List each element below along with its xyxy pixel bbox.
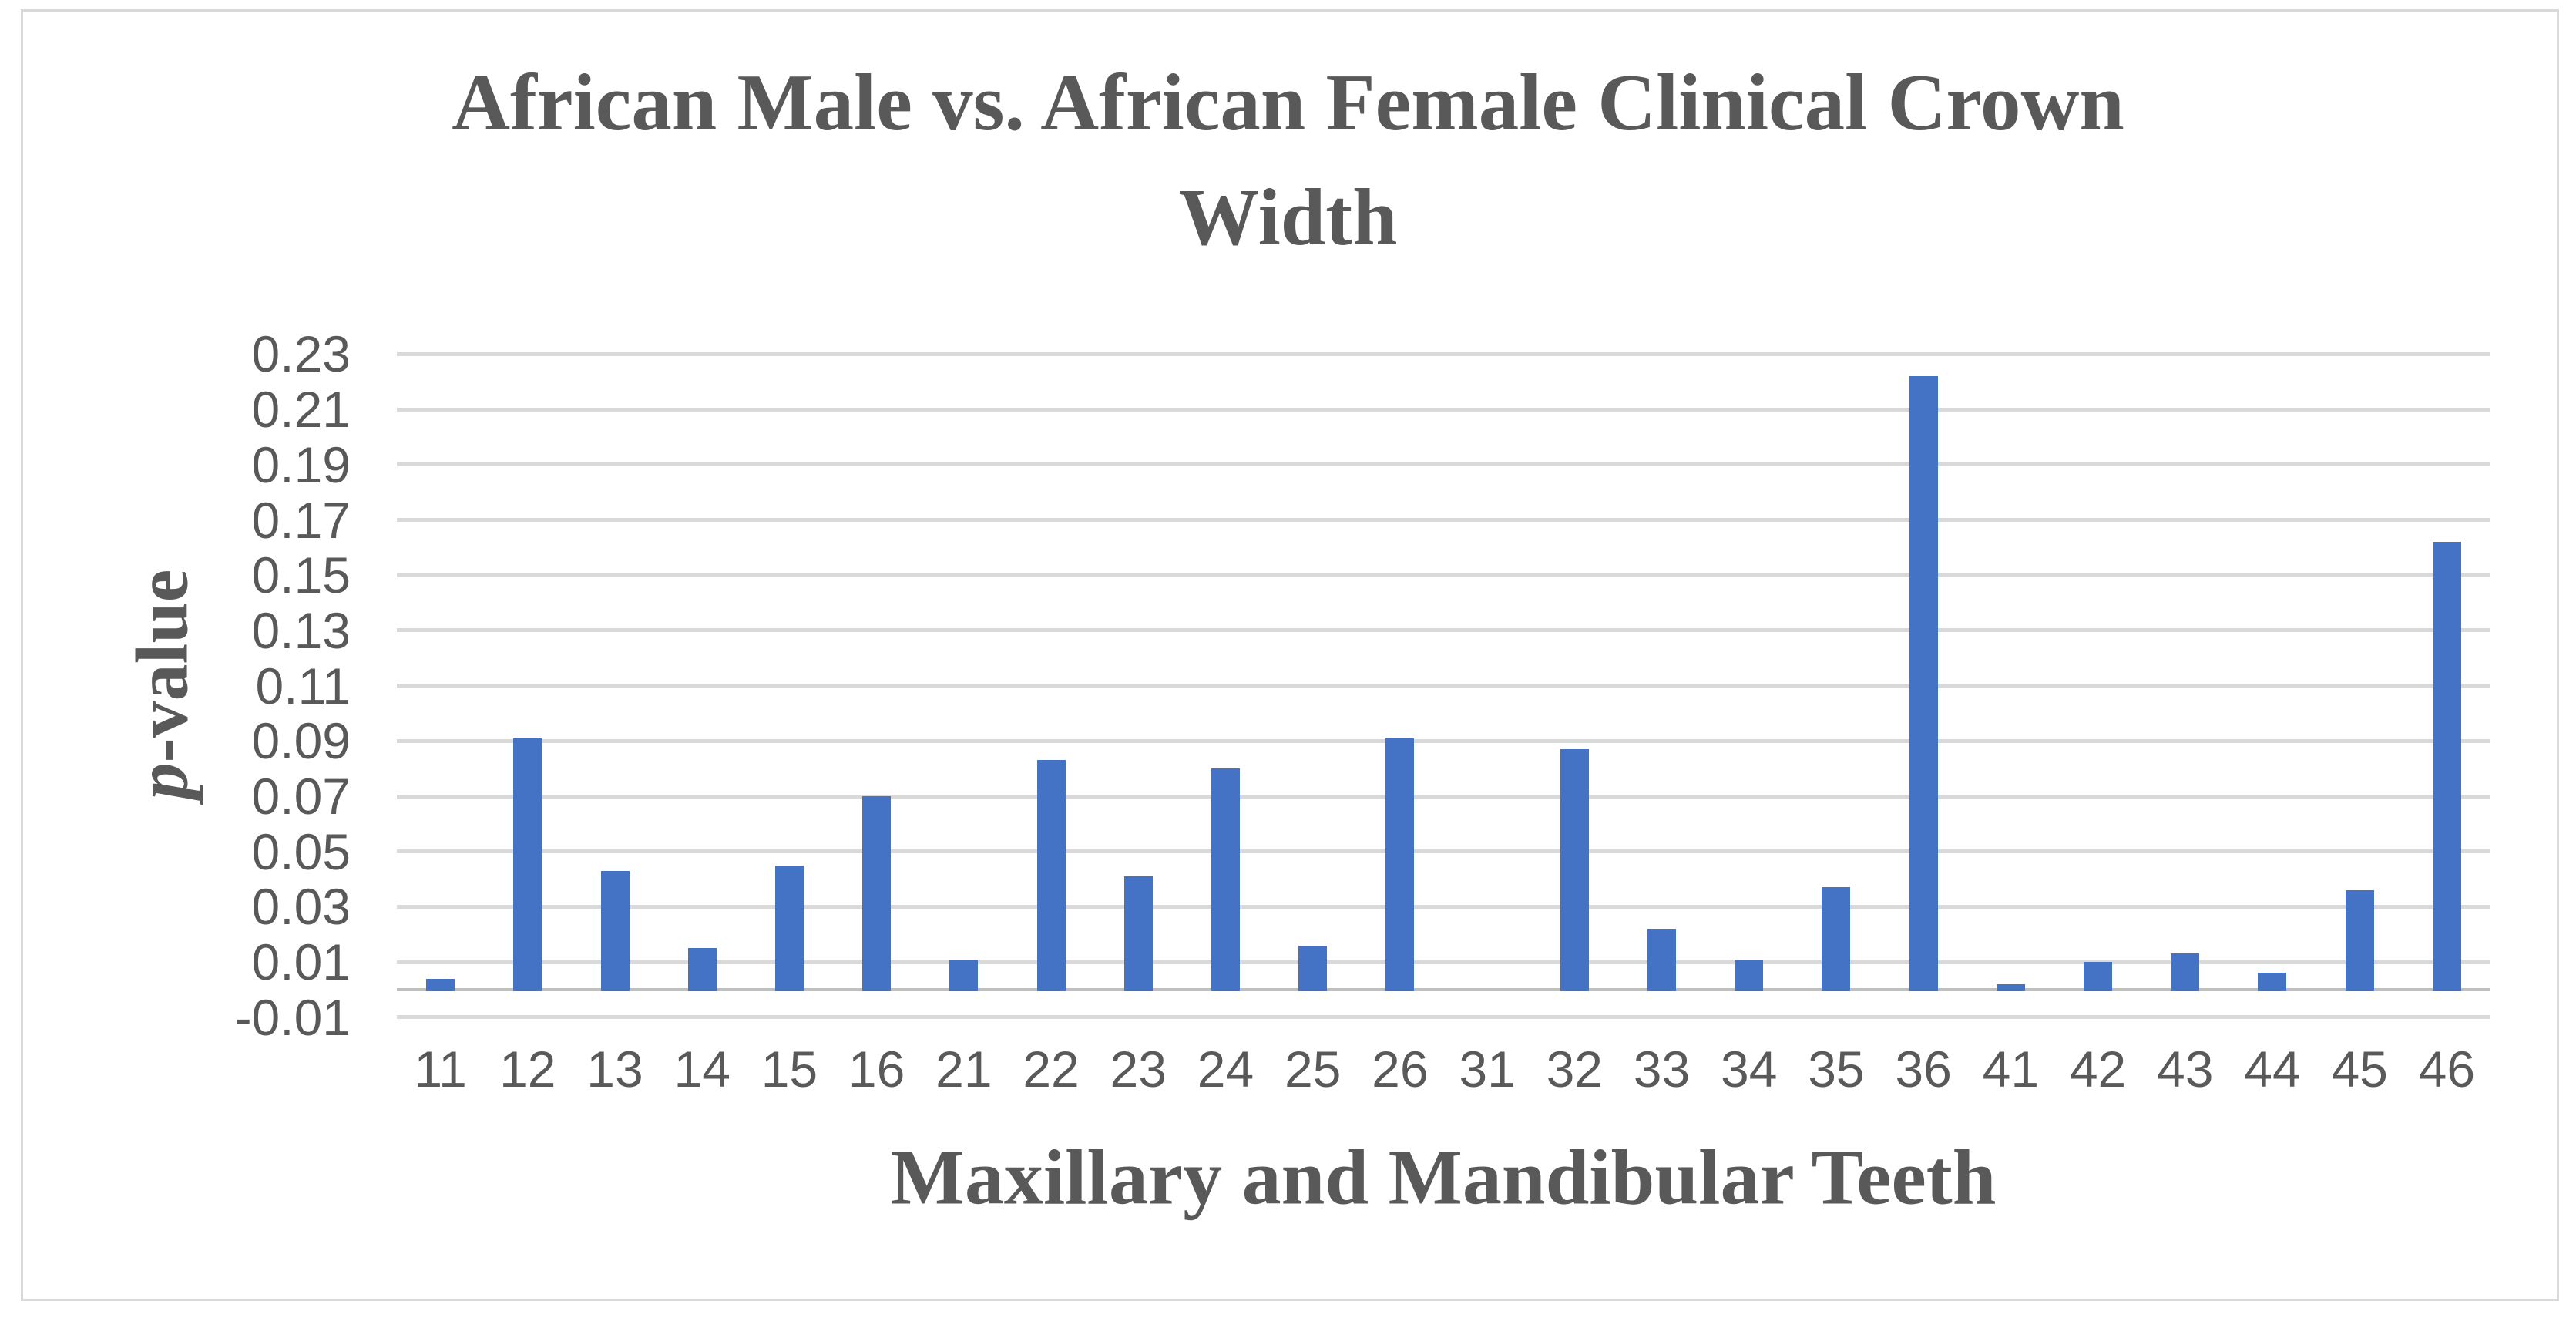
y-tick-label: 0.23: [251, 325, 351, 383]
x-tick-label-46: 46: [2418, 1041, 2476, 1098]
x-tick-label-11: 11: [414, 1041, 467, 1098]
chart-title-line-2: Width: [1178, 172, 1398, 263]
gridline-0.23: [397, 351, 2490, 356]
bar-tooth-46: [2432, 542, 2461, 991]
gridline-0.21: [397, 407, 2490, 412]
y-tick-label: 0.11: [255, 657, 351, 714]
x-tick-label-33: 33: [1633, 1041, 1691, 1098]
y-tick-label: 0.09: [251, 712, 351, 770]
x-tick-label-31: 31: [1459, 1041, 1516, 1098]
bar-tooth-11: [426, 978, 455, 991]
gridline-0.03: [397, 904, 2490, 909]
x-tick-label-16: 16: [848, 1041, 905, 1098]
gridline-0.11: [397, 684, 2490, 688]
gridline-0.15: [397, 573, 2490, 577]
x-tick-label-13: 13: [586, 1041, 643, 1098]
bar-tooth-33: [1647, 929, 1677, 991]
y-tick-label: 0.19: [251, 435, 351, 493]
y-tick-label: 0.01: [251, 933, 351, 991]
x-axis-line: [397, 988, 2490, 991]
y-tick-label: 0.05: [251, 822, 351, 880]
bar-tooth-41: [1996, 983, 2025, 991]
y-tick-label: 0.03: [251, 878, 351, 936]
gridline-0.09: [397, 738, 2490, 743]
x-tick-label-26: 26: [1372, 1041, 1429, 1098]
bar-tooth-36: [1909, 376, 1938, 991]
x-tick-label-34: 34: [1721, 1041, 1778, 1098]
bar-tooth-22: [1036, 760, 1066, 991]
y-tick-label: 0.21: [251, 381, 351, 439]
chart-border: [21, 9, 2559, 1301]
x-tick-label-44: 44: [2244, 1041, 2301, 1098]
gridline-0.19: [397, 462, 2490, 467]
x-tick-label-41: 41: [1982, 1041, 2040, 1098]
bar-tooth-43: [2171, 953, 2200, 991]
bar-tooth-16: [862, 796, 892, 991]
x-axis-title: Maxillary and Mandibular Teeth: [890, 1134, 1997, 1222]
bar-tooth-44: [2258, 973, 2287, 991]
x-tick-label-25: 25: [1284, 1041, 1342, 1098]
y-tick-label: 0.13: [251, 601, 351, 659]
gridline--0.01: [397, 1015, 2490, 1020]
x-tick-label-24: 24: [1197, 1041, 1254, 1098]
bar-tooth-34: [1735, 959, 1764, 991]
x-tick-label-12: 12: [499, 1041, 556, 1098]
x-tick-label-14: 14: [673, 1041, 730, 1098]
y-tick-label: 0.07: [251, 768, 351, 825]
bar-tooth-23: [1123, 876, 1153, 991]
chart-title: African Male vs. African Female Clinical…: [0, 45, 2576, 274]
gridline-0.05: [397, 849, 2490, 854]
x-tick-label-15: 15: [761, 1041, 818, 1098]
bar-tooth-15: [774, 865, 804, 991]
bar-tooth-32: [1560, 749, 1589, 991]
x-tick-label-21: 21: [935, 1041, 992, 1098]
y-tick-label: -0.01: [234, 988, 351, 1046]
bar-tooth-35: [1822, 887, 1851, 991]
x-tick-label-35: 35: [1808, 1041, 1865, 1098]
x-tick-label-45: 45: [2331, 1041, 2388, 1098]
bar-tooth-13: [600, 870, 630, 991]
bar-tooth-21: [949, 959, 979, 991]
x-tick-label-43: 43: [2157, 1041, 2214, 1098]
x-tick-label-42: 42: [2069, 1041, 2127, 1098]
gridline-0.01: [397, 960, 2490, 964]
x-tick-label-22: 22: [1023, 1041, 1080, 1098]
bar-tooth-42: [2084, 962, 2113, 991]
x-tick-label-23: 23: [1110, 1041, 1167, 1098]
y-tick-label: 0.17: [251, 491, 351, 549]
gridline-0.17: [397, 518, 2490, 523]
chart-title-line-1: African Male vs. African Female Clinical…: [452, 57, 2124, 147]
x-tick-label-32: 32: [1546, 1041, 1604, 1098]
bar-tooth-14: [687, 948, 717, 991]
gridline-0.13: [397, 628, 2490, 633]
bar-tooth-25: [1298, 945, 1328, 991]
bar-tooth-12: [513, 738, 542, 991]
bar-tooth-45: [2345, 889, 2374, 991]
bar-tooth-26: [1385, 738, 1415, 991]
y-tick-label: 0.15: [251, 546, 351, 604]
x-tick-label-36: 36: [1895, 1041, 1952, 1098]
bar-tooth-24: [1211, 768, 1240, 991]
gridline-0.07: [397, 794, 2490, 799]
